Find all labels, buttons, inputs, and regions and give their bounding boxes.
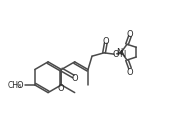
Text: N: N [119, 50, 125, 58]
Text: CH₃: CH₃ [8, 81, 22, 90]
Text: O: O [127, 29, 133, 38]
Text: N: N [116, 48, 123, 57]
Text: O: O [127, 67, 133, 76]
Text: O: O [72, 73, 78, 82]
Text: O: O [113, 50, 120, 59]
Text: O: O [17, 81, 23, 90]
Text: O: O [103, 36, 109, 45]
Text: O: O [58, 84, 64, 93]
